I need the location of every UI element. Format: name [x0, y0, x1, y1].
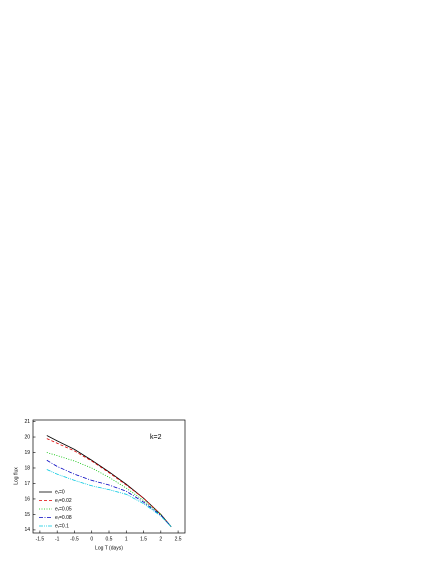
x-tick-label: 2	[159, 536, 162, 542]
series-line	[46, 435, 172, 528]
y-tick-label: 16	[24, 496, 30, 502]
annotation: k=2	[150, 434, 162, 441]
legend-label: eᵣ=0.08	[55, 515, 72, 521]
x-tick-label: 1	[125, 536, 128, 542]
y-tick-label: 20	[24, 434, 30, 440]
x-tick-label: 2.5	[175, 536, 182, 542]
series-line	[46, 469, 172, 528]
legend-label: eᵣ=0	[55, 489, 65, 495]
legend-label: eᵣ=0.05	[55, 506, 72, 512]
series-line	[46, 459, 172, 528]
x-tick-label: -0.5	[70, 536, 79, 542]
y-tick-label: 19	[24, 450, 30, 456]
x-tick-label: 1.5	[140, 536, 147, 542]
legend-label: eᵣ=0.1	[55, 523, 69, 529]
y-tick-label: 21	[24, 419, 30, 425]
y-tick-label: 14	[24, 527, 30, 533]
y-axis-title: Log flux	[13, 467, 19, 485]
x-tick-label: 0	[90, 536, 93, 542]
x-axis-title: Log T (days)	[95, 545, 123, 551]
y-tick-label: 17	[24, 481, 30, 487]
x-tick-label: -1	[55, 536, 60, 542]
series-line	[46, 438, 172, 528]
y-tick-label: 15	[24, 512, 30, 518]
x-tick-label: -1.5	[36, 536, 45, 542]
y-tick-label: 18	[24, 465, 30, 471]
x-tick-label: 0.5	[106, 536, 113, 542]
legend-label: eᵣ=0.02	[55, 498, 72, 504]
